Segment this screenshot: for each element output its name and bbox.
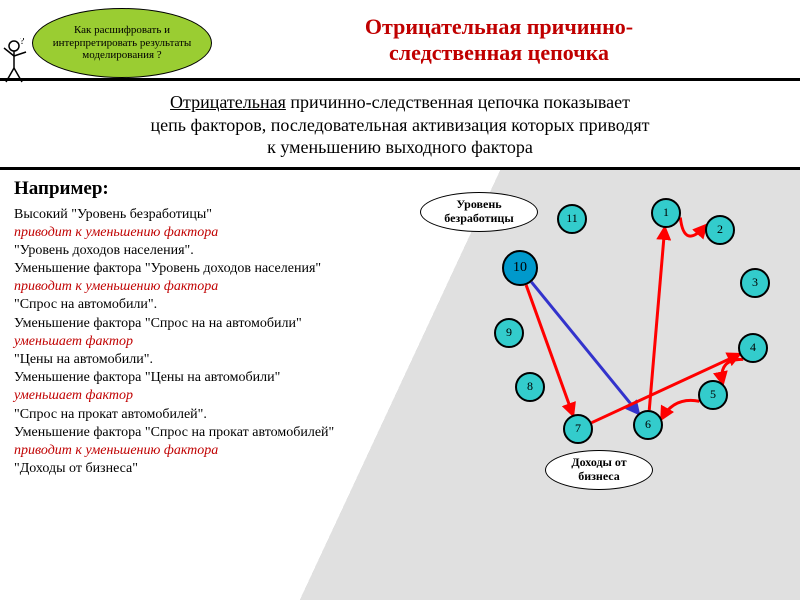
example-line: приводит к уменьшению фактора (14, 224, 405, 242)
title-line-2: следственная цепочка (389, 40, 609, 65)
node-2: 2 (705, 215, 735, 245)
speech-bubble: Как расшифровать и интерпретировать резу… (32, 8, 212, 78)
node-6: 6 (633, 410, 663, 440)
node-8: 8 (515, 372, 545, 402)
arrow (680, 217, 705, 236)
example-line: Уменьшение фактора "Спрос на на автомоби… (14, 315, 405, 333)
node-7: 7 (563, 414, 593, 444)
node-11: 11 (557, 204, 587, 234)
network-diagram: Уровень безработицыДоходы от бизнеса1234… (405, 170, 800, 600)
example-line: приводит к уменьшению фактора (14, 442, 405, 460)
example-line: Уменьшение фактора "Уровень доходов насе… (14, 260, 405, 278)
title-line-1: Отрицательная причинно- (365, 14, 633, 39)
example-line: "Цены на автомобили". (14, 351, 405, 369)
node-9: 9 (494, 318, 524, 348)
content: Например: Высокий "Уровень безработицы"п… (0, 170, 800, 600)
example-line: Уменьшение фактора "Спрос на прокат авто… (14, 424, 405, 442)
stick-figure-icon: ? (2, 38, 34, 88)
example-line: "Спрос на автомобили". (14, 296, 405, 314)
example-line: приводит к уменьшению фактора (14, 278, 405, 296)
svg-text:?: ? (20, 38, 25, 47)
diagram-label-bottom: Доходы от бизнеса (545, 450, 653, 490)
arrow-layer (405, 170, 800, 600)
example-line: "Спрос на прокат автомобилей". (14, 406, 405, 424)
example-line: Высокий "Уровень безработицы" (14, 206, 405, 224)
node-3: 3 (740, 268, 770, 298)
example-line: уменьшает фактор (14, 387, 405, 405)
node-4: 4 (738, 333, 768, 363)
arrow (649, 227, 664, 409)
definition-text: Отрицательная причинно-следственная цепо… (0, 81, 800, 167)
example-body: Высокий "Уровень безработицы"приводит к … (0, 206, 405, 479)
page-title: Отрицательная причинно- следственная цеп… (210, 8, 788, 67)
definition-line2: цепь факторов, последовательная активиза… (151, 115, 650, 135)
example-line: "Доходы от бизнеса" (14, 460, 405, 478)
arrow (662, 400, 700, 418)
example-line: Уменьшение фактора "Цены на автомобили" (14, 369, 405, 387)
example-heading: Например: (0, 170, 800, 206)
definition-rest1: причинно-следственная цепочка показывает (286, 92, 630, 112)
header: ? Как расшифровать и интерпретировать ре… (0, 0, 800, 76)
example-line: уменьшает фактор (14, 333, 405, 351)
definition-line3: к уменьшению выходного фактора (267, 137, 533, 157)
arrow (722, 359, 743, 383)
definition-underlined: Отрицательная (170, 92, 286, 112)
node-5: 5 (698, 380, 728, 410)
example-line: "Уровень доходов населения". (14, 242, 405, 260)
node-10: 10 (502, 250, 538, 286)
